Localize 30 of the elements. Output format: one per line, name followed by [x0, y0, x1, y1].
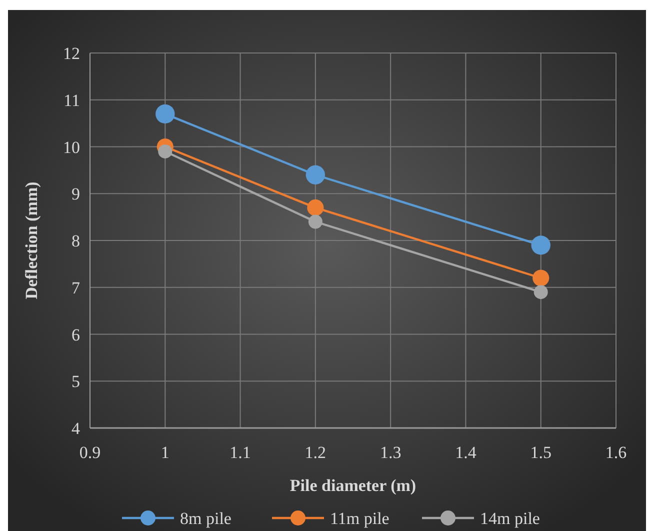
legend-label: 14m pile — [480, 509, 540, 528]
point — [308, 214, 322, 229]
x-tick-label: 1.3 — [380, 443, 402, 462]
y-tick-label: 9 — [72, 184, 80, 204]
y-tick-label: 7 — [72, 278, 80, 298]
point — [307, 199, 324, 216]
legend-label: 8m pile — [180, 509, 232, 528]
legend-label: 11m pile — [330, 509, 390, 528]
point — [158, 144, 172, 158]
x-tick-label: 1 — [160, 443, 170, 462]
y-axis-title: Deflection (mm) — [22, 182, 41, 300]
y-tick-label: 11 — [64, 90, 80, 110]
point — [306, 165, 326, 184]
y-tick-label: 6 — [72, 325, 80, 344]
point — [156, 104, 175, 124]
y-tick-label: 12 — [63, 44, 80, 63]
x-tick-label: 1.1 — [230, 443, 251, 462]
y-tick-label: 10 — [63, 138, 80, 157]
y-tick-label: 5 — [72, 372, 80, 392]
x-axis-title: Pile diameter (m) — [290, 476, 416, 495]
x-tick-label: 1.4 — [455, 443, 477, 462]
x-tick-label: 1.2 — [304, 443, 326, 462]
x-tick-label: 1.6 — [605, 443, 627, 462]
point — [534, 285, 548, 300]
point — [531, 236, 550, 255]
point — [532, 270, 550, 286]
y-tick-label: 8 — [72, 232, 80, 250]
y-tick-label: 4 — [72, 419, 80, 438]
x-tick-label: 1.5 — [530, 443, 552, 462]
x-tick-label: 0.9 — [79, 443, 101, 462]
